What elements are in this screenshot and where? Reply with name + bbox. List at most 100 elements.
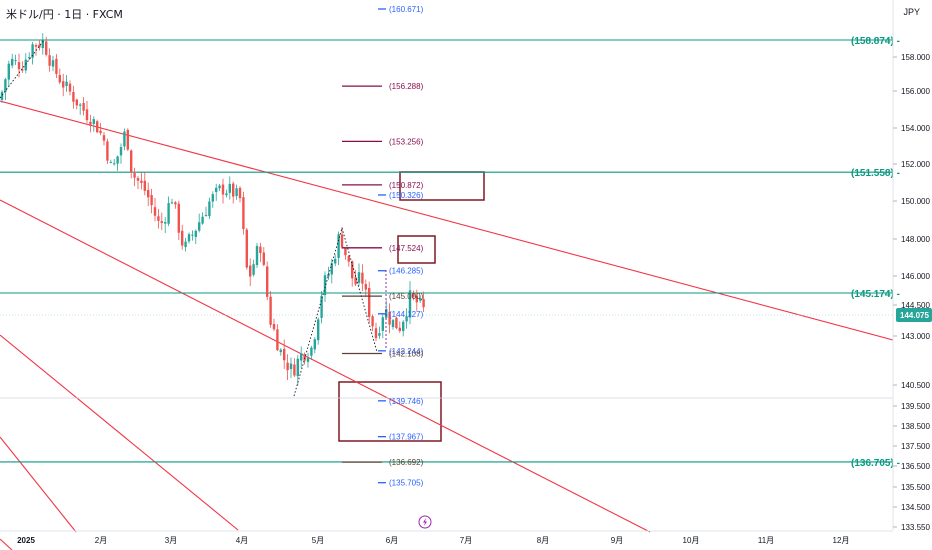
candle-body [7,63,10,80]
time-tick-label: 11月 [758,536,774,545]
projection-label: (135.705) [389,479,424,488]
candle-body [14,60,17,62]
horizontal-level-label: (151.558) - [851,168,900,179]
price-tick-label: 150.000 [901,197,930,206]
candle [313,336,316,354]
projection-level: (142.108) [342,349,424,358]
candle-body [357,272,361,283]
candle [320,290,323,324]
candle-body [41,40,44,48]
time-tick-label: 7月 [460,536,472,545]
candle [419,295,422,303]
price-tick-label: 133.550 [901,523,930,532]
price-tick-label: 135.500 [901,483,930,492]
candle-body [28,57,31,59]
horizontal-levels: (158.874) - (151.558) - (145.174) - (136.70… [0,36,900,469]
candle [184,237,187,252]
projection-label: (145.000) [389,292,424,301]
candle [34,43,38,56]
time-tick-label: 3月 [165,536,177,545]
candle-body [38,44,41,48]
projection-level: (144.127) [378,310,424,319]
price-tick-label: 138.500 [901,422,930,431]
candle [300,346,303,368]
candle [191,230,194,241]
trendline [0,199,651,533]
candle-body [133,173,136,178]
trendline [0,334,239,531]
candle-body [106,141,109,161]
candle-body [218,185,221,189]
trendlines [0,100,894,550]
candle [167,196,170,227]
swing-connector [293,227,343,397]
projection-level: (147.524) [342,244,424,253]
candle-body [187,234,191,242]
candle-body [130,150,133,173]
candle [238,186,242,203]
candle-body [228,183,231,193]
candle [164,217,167,234]
candle-body [402,321,405,332]
candle-body [157,216,160,221]
projection-label: (146.285) [389,267,424,276]
candle-body [164,222,167,224]
candle [334,254,337,267]
candle [79,102,82,115]
candle [269,291,272,328]
candle-body [327,274,330,277]
projection-label: (139.746) [389,397,424,406]
time-tick-label: 9月 [611,536,623,545]
candle-body [347,255,350,262]
swing-connector [0,39,45,99]
candle [58,68,61,85]
candle-body [415,295,418,303]
candle-body [334,258,337,264]
candle-body [17,62,21,70]
candle-body [266,266,269,297]
candle [378,326,381,339]
candle-body [306,357,310,362]
candle-body [136,178,140,181]
candle [371,314,374,332]
candle [221,178,225,204]
candle-body [140,180,143,183]
candle-body [286,362,289,371]
candle [357,263,361,286]
candle-body [31,44,34,58]
candle-body [143,180,146,191]
candle-body [313,339,316,350]
candle-body [116,156,119,164]
candle-body [215,187,218,193]
price-tick-label: 154.000 [901,124,930,133]
annotation-boxes [338,171,485,442]
candle [160,212,163,231]
projection-label: (144.127) [389,310,424,319]
candle [14,54,17,65]
candle-body [208,201,211,217]
candle [327,266,330,280]
time-tick-label: 12月 [833,536,850,545]
time-tick-label: 2月 [95,536,107,545]
candle [276,324,279,352]
candle-body [4,79,7,92]
candle [391,318,395,330]
candle [310,345,313,360]
candle [133,167,136,187]
candle-body [160,221,163,224]
candle-body [174,202,177,205]
candle [262,247,265,267]
candle [116,155,119,171]
candle [405,308,408,329]
projection-label: (142.244) [389,347,424,356]
candle [395,316,398,330]
candle [232,181,235,204]
candle [272,318,276,332]
candles [0,33,425,386]
candle [215,183,218,201]
chart-title[interactable]: 米ドル/円 · 1日 · FXCM [6,8,123,21]
candle-body [354,277,357,285]
time-axis: 2025 2月 3月 4月 5月 6月 7月 8月 9月 10月 11月 12月 [0,530,893,545]
candle-body [119,147,123,156]
